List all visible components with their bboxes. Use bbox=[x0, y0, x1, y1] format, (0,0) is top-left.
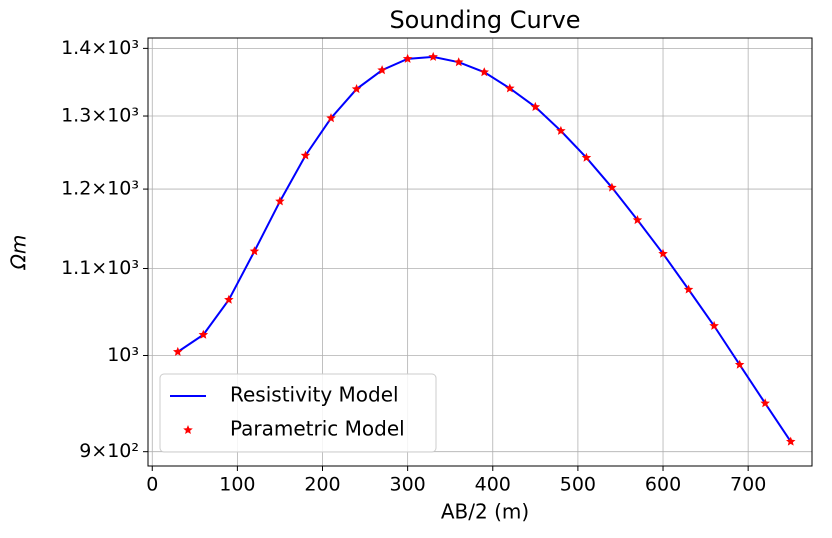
y-tick-label: 1.3×10³ bbox=[61, 105, 139, 127]
data-point bbox=[300, 150, 311, 160]
y-tick-label: 1.2×10³ bbox=[61, 178, 139, 200]
data-point bbox=[581, 152, 592, 162]
x-tick-label: 300 bbox=[390, 474, 426, 496]
y-tick-label: 1.1×10³ bbox=[61, 257, 139, 279]
x-tick-label: 400 bbox=[475, 474, 511, 496]
data-point bbox=[556, 125, 566, 135]
x-axis-label: AB/2 (m) bbox=[441, 500, 529, 524]
data-point bbox=[454, 57, 464, 67]
data-point bbox=[607, 182, 617, 192]
data-point bbox=[377, 65, 387, 75]
y-tick-label: 9×10² bbox=[79, 440, 139, 462]
legend: Resistivity Model Parametric Model bbox=[159, 373, 437, 453]
chart-title: Sounding Curve bbox=[389, 6, 580, 34]
data-point bbox=[505, 83, 515, 93]
x-tick-label: 700 bbox=[730, 474, 766, 496]
data-point bbox=[658, 248, 668, 258]
x-tick-label: 600 bbox=[645, 474, 681, 496]
x-tick-label: 500 bbox=[560, 474, 596, 496]
data-point bbox=[479, 67, 489, 77]
data-point bbox=[760, 398, 770, 408]
data-point bbox=[402, 53, 413, 63]
data-point bbox=[173, 346, 183, 356]
y-tick-label: 1.4×10³ bbox=[61, 37, 139, 59]
data-point bbox=[786, 436, 796, 446]
x-tick-label: 0 bbox=[146, 474, 158, 496]
y-tick-label: 10³ bbox=[107, 344, 139, 366]
legend-box bbox=[159, 373, 437, 453]
data-point bbox=[632, 215, 643, 225]
legend-label: Parametric Model bbox=[230, 417, 405, 441]
data-point bbox=[428, 51, 438, 61]
data-point bbox=[709, 320, 719, 330]
data-point bbox=[683, 284, 694, 294]
x-tick-label: 200 bbox=[304, 474, 340, 496]
plot-frame bbox=[147, 37, 813, 467]
legend-label: Resistivity Model bbox=[230, 383, 399, 407]
y-axis-label: Ωm bbox=[7, 235, 31, 271]
data-point bbox=[734, 359, 745, 369]
data-point bbox=[249, 246, 260, 256]
data-point bbox=[326, 113, 336, 123]
x-tick-label: 100 bbox=[219, 474, 255, 496]
data-point bbox=[530, 101, 541, 111]
data-point bbox=[224, 294, 234, 304]
data-point bbox=[351, 84, 362, 94]
data-point bbox=[198, 329, 209, 339]
data-point bbox=[275, 196, 285, 206]
legend-swatch bbox=[183, 425, 193, 434]
